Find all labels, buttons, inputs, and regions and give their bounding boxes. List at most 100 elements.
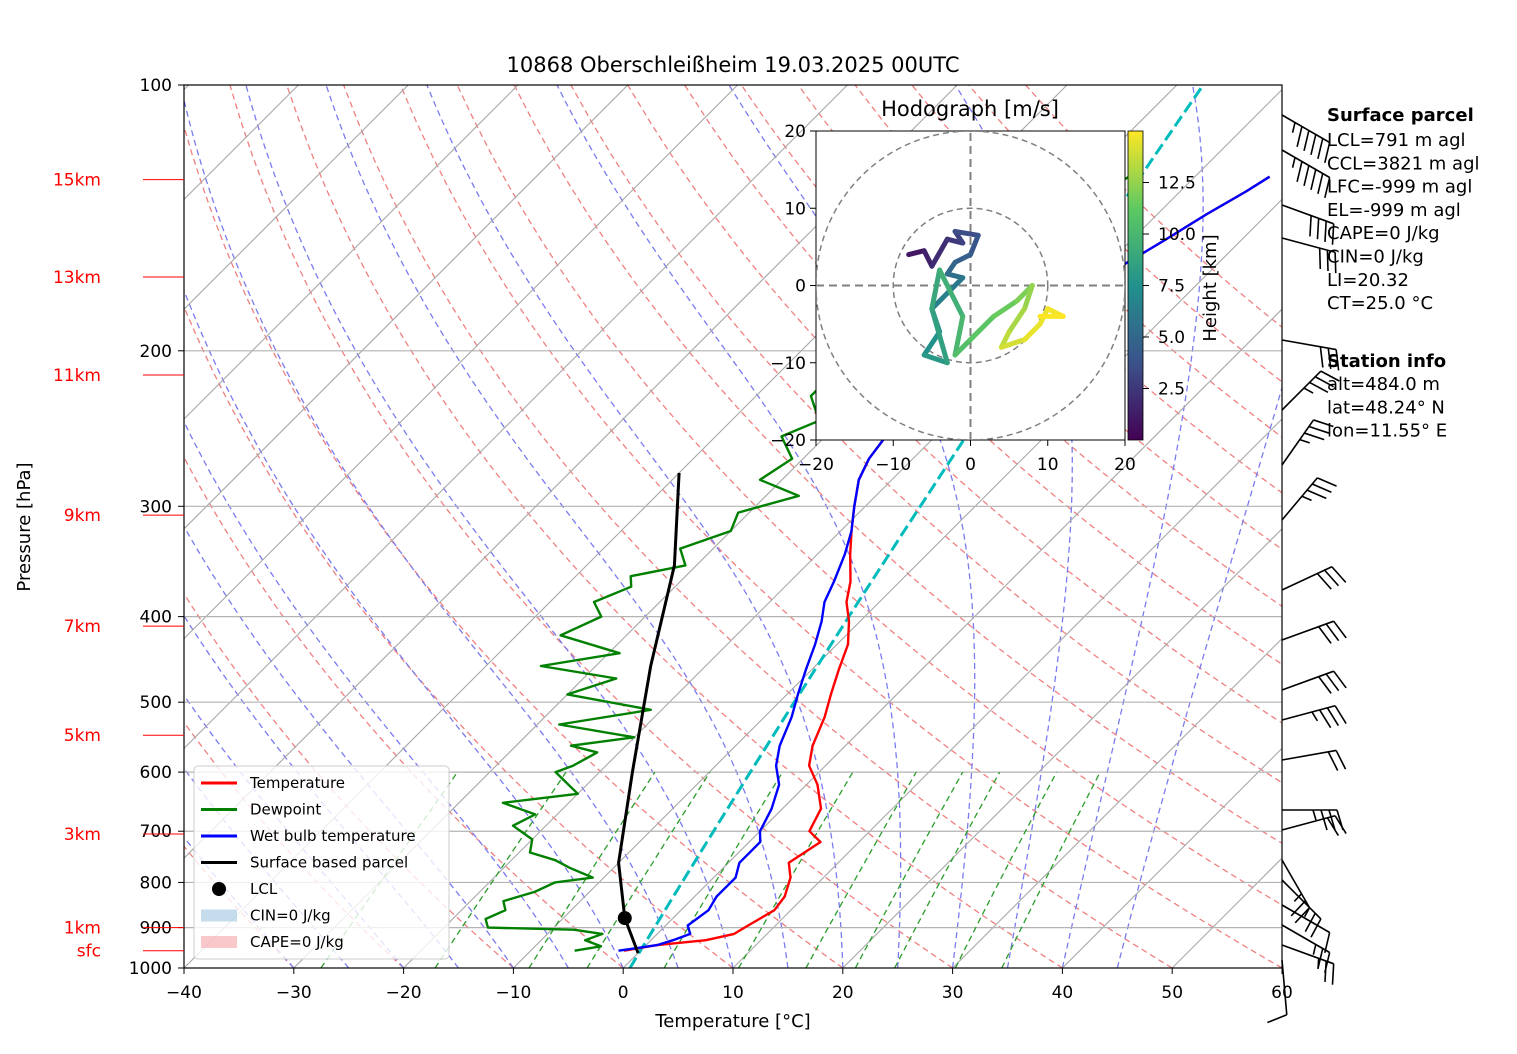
wind-barb-staff — [1281, 114, 1331, 144]
legend-label: Surface based parcel — [250, 854, 408, 872]
x-tick-label: 10 — [722, 983, 744, 1003]
y-tick-label: 800 — [140, 873, 172, 893]
station-info-value: lat=48.24° N — [1327, 397, 1445, 418]
wind-barb-feather — [1318, 709, 1332, 729]
hodograph-colorbar — [1127, 130, 1144, 441]
hodograph-segment — [929, 306, 950, 366]
moist-adiabat — [728, 85, 976, 968]
x-tick-label: 30 — [942, 983, 964, 1003]
wind-barbs — [1267, 114, 1347, 1024]
hodograph-x-tick-label: −20 — [798, 455, 834, 475]
y-tick-label: 400 — [140, 608, 172, 628]
wind-barb-feather — [1317, 138, 1324, 160]
legend-label: CIN=0 J/kg — [250, 907, 331, 925]
hodograph-x-tick-label: 20 — [1114, 455, 1136, 475]
wind-barb-staff — [1281, 370, 1322, 411]
wind-barb-feather — [1304, 912, 1316, 932]
wind-barb-staff — [1281, 670, 1334, 691]
wind-barb-feather — [1310, 918, 1322, 938]
height-label: 13km — [53, 268, 101, 288]
y-tick-label: 300 — [140, 497, 172, 517]
hodograph-segment — [1006, 306, 1028, 335]
wind-barb-feather — [1326, 817, 1340, 837]
hodograph-segment — [929, 236, 950, 269]
wind-barb-feather — [1309, 381, 1329, 394]
x-tick-label: −10 — [495, 983, 531, 1003]
wind-barb-half-feather — [1293, 893, 1303, 902]
legend-swatch-patch — [201, 909, 237, 922]
wind-barb-feather — [1290, 900, 1307, 917]
wind-barb-staff — [1281, 944, 1334, 965]
y-tick-label: 700 — [140, 822, 172, 842]
dry-adiabat — [513, 85, 1282, 845]
wind-barb-staff — [1281, 924, 1331, 954]
x-tick-label: −20 — [386, 983, 422, 1003]
wind-barb — [1281, 670, 1347, 694]
height-label: 5km — [64, 726, 101, 746]
wind-barb-feather — [1334, 815, 1347, 834]
wind-barb-half-feather — [1303, 907, 1311, 918]
dry-adiabat — [399, 85, 1282, 968]
hodograph-segment — [1022, 321, 1043, 343]
wind-barb — [1281, 944, 1335, 985]
wind-barb-feather — [1331, 566, 1347, 583]
wind-barb-half-feather — [1317, 958, 1320, 969]
dry-adiabat — [456, 85, 1282, 906]
y-tick-label: 200 — [140, 342, 172, 362]
wind-barb-half-feather — [1303, 387, 1314, 394]
wind-barb-feather — [1335, 750, 1347, 770]
surface-parcel-value: LI=20.32 — [1327, 270, 1409, 291]
wind-barb-feather — [1324, 142, 1331, 164]
wind-barb — [1281, 704, 1347, 729]
wind-barb — [1281, 859, 1311, 924]
wind-barb — [1281, 814, 1347, 837]
moist-adiabat — [556, 85, 902, 968]
wind-barb-staff — [1281, 749, 1337, 761]
moist-adiabat — [1061, 85, 1204, 968]
hodograph-segment — [929, 267, 943, 312]
surface-parcel-value: EL=-999 m agl — [1327, 200, 1461, 221]
chart-title: 10868 Oberschleißheim 19.03.2025 00UTC — [507, 53, 960, 77]
isotherm-line — [184, 85, 629, 530]
colorbar-label: Height [km] — [1200, 234, 1221, 341]
legend: Temperature Dewpoint Wet bulb temperature S… — [193, 765, 450, 960]
wind-barb-feather — [1308, 425, 1330, 434]
x-axis-label: Temperature [°C] — [654, 1011, 810, 1032]
wind-barb-feather — [1318, 676, 1332, 694]
wind-barb-feather — [1326, 707, 1340, 727]
wind-barb — [1281, 114, 1331, 164]
station-info-value: lon=11.55° E — [1327, 421, 1447, 442]
wind-barb-feather — [1320, 809, 1328, 831]
isotherm-line — [184, 85, 519, 420]
wind-barb-feather — [1303, 130, 1310, 152]
wind-barb-feather — [1294, 907, 1311, 924]
surface-parcel-value: CAPE=0 J/kg — [1327, 223, 1440, 244]
legend-label: LCL — [250, 880, 278, 898]
wind-barb — [1281, 924, 1331, 974]
hodograph-segment — [998, 337, 1028, 350]
hodograph-segment — [968, 313, 997, 343]
dry-adiabat — [854, 85, 1282, 494]
hodograph-segment — [1022, 283, 1035, 312]
y-tick-label: 1000 — [129, 959, 172, 979]
wind-barb-feather — [1296, 161, 1303, 183]
x-tick-label: 50 — [1161, 983, 1183, 1003]
mixing-ratio-line — [1001, 771, 1101, 968]
wind-barb-feather — [1325, 623, 1340, 642]
moist-adiabat — [184, 525, 514, 968]
wind-barb-staff — [1281, 419, 1315, 466]
wind-barb-feather — [1324, 221, 1327, 242]
station-info-value: alt=484.0 m — [1327, 374, 1440, 395]
wind-barb — [1281, 477, 1337, 521]
wind-barb-staff — [1281, 814, 1336, 831]
wind-barb-staff — [1281, 566, 1333, 591]
hodograph-segment — [906, 248, 927, 258]
isotherm-line — [513, 198, 1282, 968]
wind-barb-feather — [1311, 483, 1332, 493]
hodograph-x-tick-label: −10 — [875, 455, 911, 475]
moist-adiabat — [184, 97, 679, 968]
wind-barb — [1281, 566, 1347, 591]
height-labels: 15km 13km 11km 9km 7km 5km 3km 1km sfc — [53, 171, 184, 962]
wind-barb — [1267, 959, 1288, 1024]
